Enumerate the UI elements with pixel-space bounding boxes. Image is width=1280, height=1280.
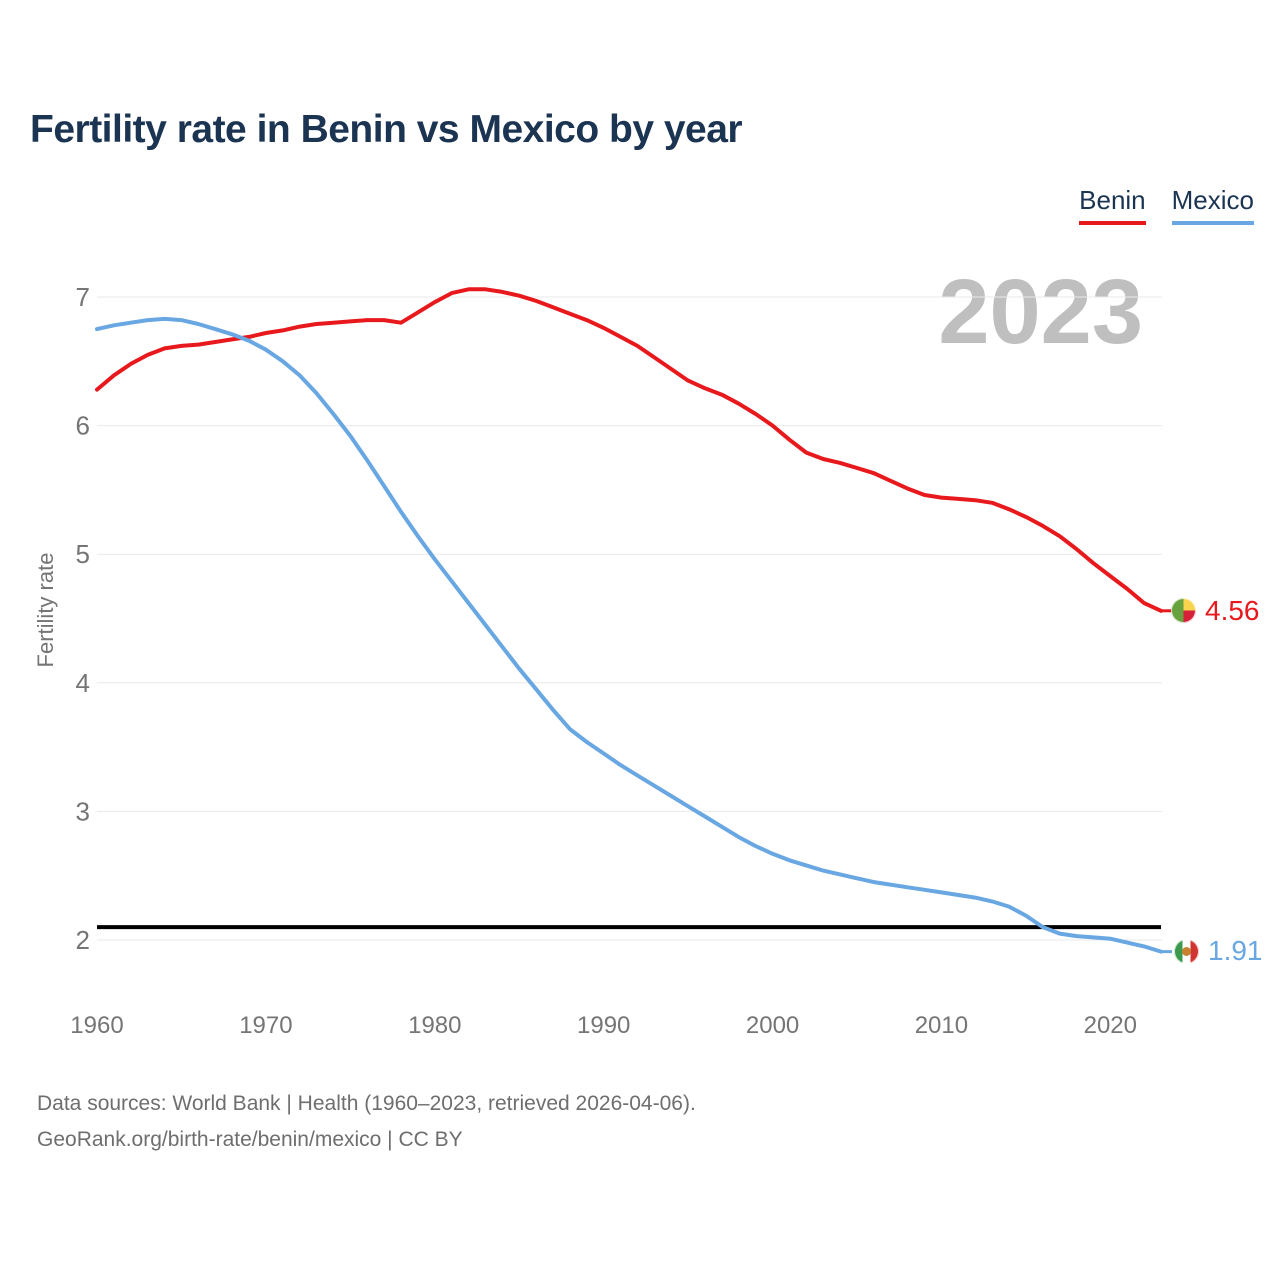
footer: Data sources: World Bank | Health (1960–…	[37, 1086, 696, 1158]
y-tick-label: 3	[76, 796, 90, 826]
benin-end-value: 4.56	[1205, 595, 1260, 626]
y-axis-label: Fertility rate	[33, 552, 58, 668]
x-tick-label: 2000	[746, 1012, 799, 1039]
footer-sources: Data sources: World Bank | Health (1960–…	[37, 1092, 696, 1115]
x-tick-label: 1960	[70, 1012, 123, 1039]
benin-line[interactable]	[95, 287, 1163, 613]
legend: Benin Mexico	[1079, 185, 1254, 225]
x-tick-label: 2020	[1084, 1012, 1137, 1039]
benin-flag-icon	[1171, 598, 1196, 623]
page-title: Fertility rate in Benin vs Mexico by yea…	[30, 108, 743, 151]
footer-attribution: GeoRank.org/birth-rate/benin/mexico | CC…	[37, 1128, 463, 1151]
legend-item-mexico[interactable]: Mexico	[1171, 185, 1254, 225]
mexico-emblem-icon	[1182, 947, 1191, 956]
legend-item-benin[interactable]: Benin	[1079, 185, 1146, 225]
x-tick-label: 2010	[915, 1012, 968, 1039]
y-tick-label: 7	[76, 282, 90, 312]
y-tick-label: 5	[76, 539, 90, 569]
watermark-year: 2023	[938, 261, 1143, 363]
y-tick-label: 4	[76, 668, 90, 698]
y-tick-label: 6	[76, 411, 90, 441]
x-tick-label: 1980	[408, 1012, 461, 1039]
mexico-line[interactable]	[95, 316, 1163, 954]
mexico-flag-icon	[1174, 939, 1199, 964]
y-tick-label: 2	[76, 925, 90, 955]
mexico-end-value: 1.91	[1208, 935, 1263, 966]
x-tick-label: 1970	[239, 1012, 292, 1039]
x-tick-label: 1990	[577, 1012, 630, 1039]
